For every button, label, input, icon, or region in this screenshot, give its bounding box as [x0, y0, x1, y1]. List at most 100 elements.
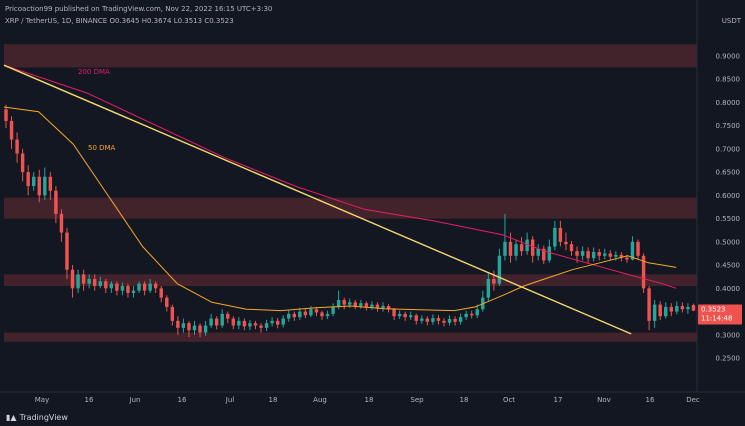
x-tick-label: Aug	[313, 396, 327, 404]
tradingview-logo-icon: ▮▲	[6, 413, 17, 422]
candle-body	[364, 303, 369, 307]
candle-body	[370, 304, 374, 307]
x-tick-label: 16	[646, 396, 655, 404]
y-tick-label: 0.9000	[716, 52, 741, 60]
candle-body	[298, 311, 302, 318]
logo-text: TradingView	[19, 413, 68, 422]
candle-body	[680, 305, 685, 310]
candle-body	[348, 302, 352, 305]
candle-body	[48, 176, 53, 191]
y-tick-label: 0.2500	[716, 355, 741, 363]
candle-body	[137, 283, 141, 291]
candle-body	[486, 279, 491, 298]
candle-body	[492, 279, 496, 284]
candle-body	[403, 313, 407, 318]
candle-body	[115, 283, 119, 291]
candle-body	[226, 313, 230, 319]
candle-body	[109, 283, 114, 289]
candle-body	[469, 313, 474, 316]
candle-body	[275, 320, 280, 325]
x-tick-label: Oct	[503, 396, 515, 404]
candle-body	[309, 309, 313, 316]
candle-body	[153, 283, 158, 289]
candle-body	[397, 313, 402, 317]
candle-body	[104, 281, 108, 289]
candle-body	[591, 252, 596, 259]
y-tick-label: 0.8000	[716, 99, 741, 107]
x-tick-label: Jul	[225, 396, 235, 404]
candle-body	[70, 269, 75, 289]
x-tick-label: 17	[554, 396, 563, 404]
candle-body	[514, 244, 518, 256]
candle-body	[691, 305, 696, 311]
candle-body	[625, 257, 629, 260]
candle-body	[198, 325, 202, 333]
candle-body	[126, 286, 130, 293]
resistance-zone-1	[4, 197, 697, 219]
candle-body	[81, 274, 86, 284]
candle-body	[342, 299, 346, 305]
x-tick-label: Sep	[410, 396, 424, 404]
candle-body	[542, 248, 546, 261]
candle-body	[392, 309, 396, 317]
candle-body	[436, 318, 441, 321]
candle-body	[203, 325, 208, 333]
open-value: 0.3645	[114, 17, 140, 25]
candle-body	[431, 318, 435, 322]
candle-body	[331, 306, 335, 314]
dma50-line	[3, 106, 677, 312]
candle-body	[636, 241, 640, 256]
resistance-zone-3	[4, 332, 697, 342]
candle-body	[497, 255, 502, 284]
candle-body	[20, 153, 25, 173]
candle-body	[375, 304, 380, 308]
candle-body	[209, 318, 213, 326]
candle-body	[547, 246, 552, 261]
candle-body	[248, 323, 252, 327]
candle-body	[9, 120, 14, 140]
candle-body	[37, 176, 41, 196]
candle-body	[165, 297, 169, 307]
candle-body	[287, 313, 291, 319]
y-tick-label: 0.4500	[716, 262, 741, 270]
dma200-line	[3, 64, 677, 289]
low-value: 0.3513	[177, 17, 203, 25]
x-tick-label: May	[35, 396, 49, 404]
candle-body	[303, 311, 308, 316]
symbol-label: XRP / TetherUS, 1D, BINANCE	[5, 17, 108, 25]
candle-body	[686, 306, 690, 310]
candle-body	[242, 320, 247, 327]
candle-body	[120, 286, 125, 291]
candle-body	[675, 305, 679, 312]
candle-body	[569, 244, 574, 252]
tradingview-logo[interactable]: ▮▲ TradingView	[6, 413, 68, 422]
y-tick-label: 0.6000	[716, 192, 741, 200]
candle-body	[192, 325, 197, 331]
candle-body	[253, 323, 258, 326]
candle-body	[187, 323, 191, 331]
candle-body	[292, 313, 297, 318]
candle-body	[464, 313, 468, 318]
close-value: 0.3523	[209, 17, 234, 25]
candle-body	[353, 302, 357, 306]
candle-body	[614, 254, 618, 257]
candle-body	[386, 305, 391, 310]
candle-body	[525, 239, 529, 252]
candle-body	[26, 172, 30, 187]
candle-body	[15, 139, 19, 154]
candle-body	[4, 109, 8, 121]
candle-body	[32, 176, 36, 187]
candle-body	[336, 299, 341, 307]
candle-body	[76, 274, 80, 289]
candle-body	[603, 253, 607, 256]
candle-body	[214, 318, 219, 326]
candle-body	[619, 254, 624, 258]
y-tick-label: 0.5000	[716, 238, 741, 246]
candle-body	[641, 255, 646, 289]
candle-body	[264, 323, 269, 328]
y-tick-label: 0.6500	[716, 169, 741, 177]
candle-body	[530, 239, 535, 256]
high-value: 0.3674	[146, 17, 172, 25]
x-tick-label: Jun	[129, 396, 141, 404]
